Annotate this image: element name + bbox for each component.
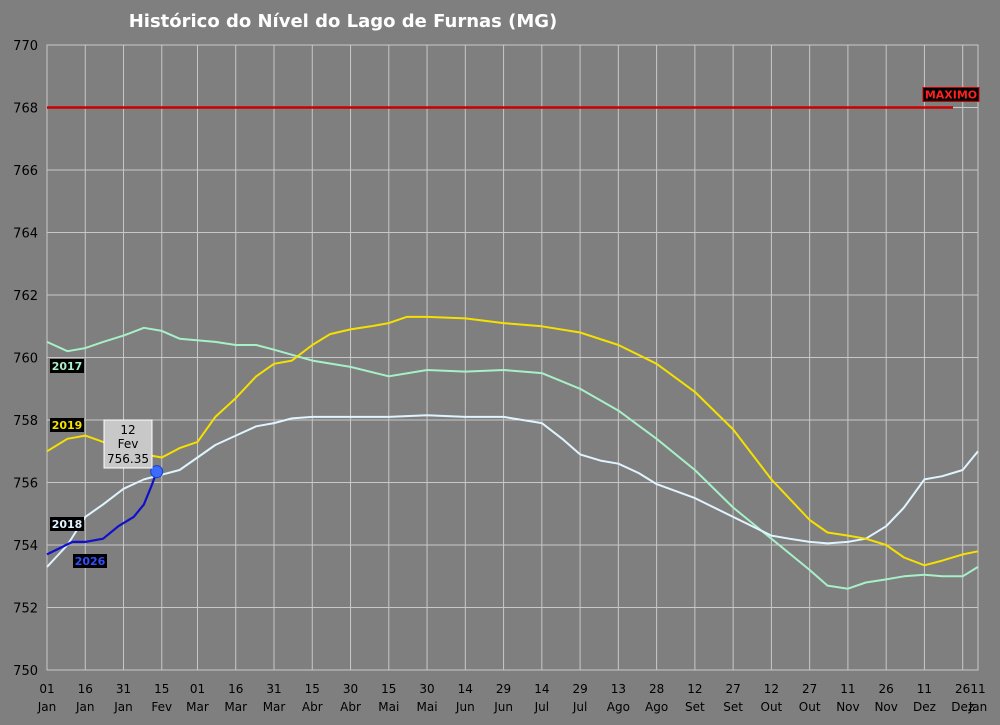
x-tick-month: Dez [951, 700, 974, 714]
x-tick-day: 29 [496, 682, 511, 696]
x-tick-day: 14 [534, 682, 549, 696]
x-tick-day: 30 [343, 682, 358, 696]
series-line-2019 [46, 315, 979, 567]
x-tick-month: Out [799, 700, 821, 714]
x-tick-day: 15 [381, 682, 396, 696]
x-tick-month: Set [685, 700, 705, 714]
x-tick-month: Set [723, 700, 743, 714]
series-label-box-2019 [50, 418, 84, 432]
x-tick-month: Dez [913, 700, 936, 714]
y-tick-label: 768 [13, 102, 38, 117]
x-tick-month: Mar [186, 700, 209, 714]
x-tick-day: 14 [458, 682, 473, 696]
x-tick-day: 31 [266, 682, 281, 696]
maximo-label-box [922, 87, 980, 102]
x-tick-month: Jul [572, 700, 587, 714]
x-tick-month: Jul [534, 700, 549, 714]
x-tick-month: Out [761, 700, 783, 714]
tooltip-value: 756.35 [107, 452, 149, 466]
y-tick-label: 770 [13, 39, 38, 54]
x-tick-month: Nov [874, 700, 897, 714]
x-tick-month: Jan [113, 700, 133, 714]
series-label-box-2026 [73, 554, 107, 568]
x-tick-month: Jun [493, 700, 513, 714]
x-tick-day: 12 [687, 682, 702, 696]
x-tick-day: 29 [572, 682, 587, 696]
series-label-2018: 2018 [52, 518, 83, 531]
chart-title: Histórico do Nível do Lago de Furnas (MG… [129, 11, 558, 32]
x-tick-day: 12 [764, 682, 779, 696]
tooltip-day: 12 [120, 423, 135, 437]
maximo-label: MAXIMO [925, 89, 977, 102]
y-tick-label: 750 [13, 664, 38, 679]
x-tick-month: Mai [378, 700, 399, 714]
tooltip-marker [150, 465, 164, 479]
x-tick-day: 15 [305, 682, 320, 696]
x-tick-day: 01 [190, 682, 205, 696]
x-tick-month: Jan [75, 700, 95, 714]
x-tick-day: 13 [611, 682, 626, 696]
x-tick-month: Mar [263, 700, 286, 714]
x-tick-month: Abr [302, 700, 323, 714]
x-tick-day: 31 [116, 682, 131, 696]
x-tick-day: 16 [78, 682, 93, 696]
x-tick-day: 27 [802, 682, 817, 696]
x-tick-month: Jun [455, 700, 475, 714]
y-tick-label: 758 [13, 414, 38, 429]
x-tick-day: 11 [970, 682, 985, 696]
y-tick-label: 766 [13, 164, 38, 179]
x-tick-day: 27 [725, 682, 740, 696]
x-tick-day: 15 [154, 682, 169, 696]
series-label-box-2018 [50, 517, 84, 531]
x-tick-day: 11 [840, 682, 855, 696]
y-tick-label: 762 [13, 289, 38, 304]
x-tick-day: 26 [879, 682, 894, 696]
x-tick-day: 30 [419, 682, 434, 696]
x-axis: 01 Jan 16 Jan 31 Jan 15 Fev 01 Mar 16 Mar 31 Mar 15 Abr… [37, 682, 988, 714]
x-tick-month: Ago [645, 700, 668, 714]
tooltip-month: Fev [118, 437, 139, 451]
series-label-box-2017 [50, 359, 84, 373]
x-tick-day: 01 [39, 682, 54, 696]
x-tick-month: Abr [340, 700, 361, 714]
reference-line: MAXIMO [47, 87, 980, 109]
series-line-2017 [46, 326, 979, 590]
series-line-2026 [46, 471, 158, 556]
x-tick-day: 26 [955, 682, 970, 696]
x-tick-day: 16 [228, 682, 243, 696]
y-tick-label: 752 [13, 602, 38, 617]
y-tick-label: 764 [13, 227, 38, 242]
x-tick-month: Mar [224, 700, 247, 714]
tooltip-box [103, 419, 153, 469]
series-label-2019: 2019 [52, 419, 83, 432]
x-tick-month: Nov [836, 700, 859, 714]
series-labels: 2017 2018 2019 2026 [50, 359, 107, 568]
x-tick-month: Ago [607, 700, 630, 714]
series-line-2018 [46, 414, 979, 568]
x-tick-day: 28 [649, 682, 664, 696]
series-lines [46, 315, 979, 590]
x-tick-month: Fev [151, 700, 172, 714]
y-tick-label: 760 [13, 352, 38, 367]
series-label-2026: 2026 [75, 555, 106, 568]
x-tick-month: Jan [37, 700, 57, 714]
x-tick-month: Mai [417, 700, 438, 714]
x-tick-day: 11 [917, 682, 932, 696]
y-axis: 750 752 754 756 758 760 762 764 766 768 770 [13, 39, 38, 679]
series-label-2017: 2017 [52, 360, 83, 373]
x-tick-month: Jan [968, 700, 988, 714]
y-tick-label: 756 [13, 477, 38, 492]
y-tick-label: 754 [13, 539, 38, 554]
